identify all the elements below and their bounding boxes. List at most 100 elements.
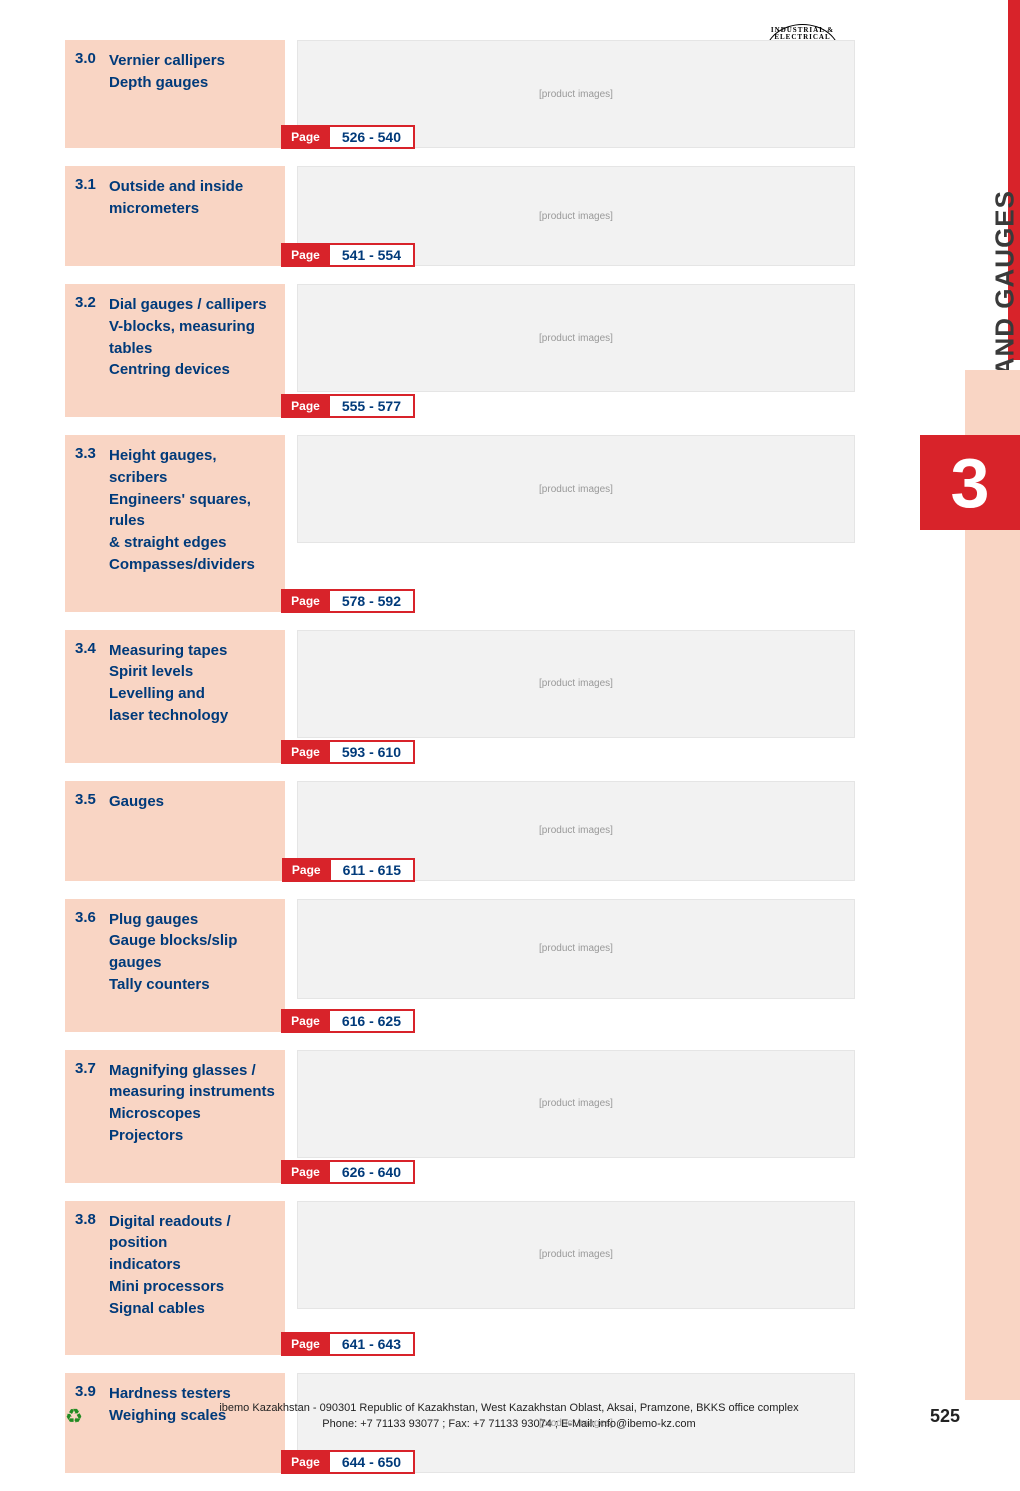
section-title-line: & straight edges <box>109 532 277 554</box>
section-title-line: Gauges <box>109 791 277 813</box>
product-image-placeholder: [product images] <box>297 1050 855 1158</box>
section-title-line: Levelling and <box>109 683 277 705</box>
section-label-inner: 3.4Measuring tapesSpirit levelsLevelling… <box>75 640 277 727</box>
page-badge-range: 611 - 615 <box>331 858 415 882</box>
page-range-badge: Page555 - 577 <box>281 394 415 418</box>
section-title-line: Compasses/dividers <box>109 554 277 576</box>
section-label-inner: 3.5Gauges <box>75 791 277 813</box>
section-label: 3.0Vernier callipersDepth gaugesPage526 … <box>65 40 285 148</box>
section-row: 3.5GaugesPage611 - 615[product images] <box>65 781 855 881</box>
section-title-line: Outside and inside <box>109 176 277 198</box>
section-title-lines: Height gauges, scribersEngineers' square… <box>109 445 277 576</box>
page-range-badge: Page541 - 554 <box>281 243 415 267</box>
section-row: 3.4Measuring tapesSpirit levelsLevelling… <box>65 630 855 763</box>
section-title-line: Microscopes <box>109 1103 277 1125</box>
page-badge-label: Page <box>281 394 330 418</box>
section-title-lines: Outside and insidemicrometers <box>109 176 277 220</box>
section-row: 3.8Digital readouts / positionindicators… <box>65 1201 855 1356</box>
section-number: 3.5 <box>75 791 109 808</box>
page-range-badge: Page644 - 650 <box>281 1450 415 1474</box>
page-range-badge: Page578 - 592 <box>281 589 415 613</box>
section-label: 3.6Plug gaugesGauge blocks/slip gaugesTa… <box>65 899 285 1032</box>
page-badge-range: 541 - 554 <box>330 243 415 267</box>
section-title-line: V-blocks, measuring tables <box>109 316 277 360</box>
section-title-line: Mini processors <box>109 1276 277 1298</box>
section-number: 3.1 <box>75 176 109 193</box>
section-title-line: Tally counters <box>109 974 277 996</box>
section-row: 3.3Height gauges, scribersEngineers' squ… <box>65 435 855 612</box>
section-title-line: laser technology <box>109 705 277 727</box>
section-row: 3.2Dial gauges / callipersV-blocks, meas… <box>65 284 855 417</box>
section-row: 3.1Outside and insidemicrometersPage541 … <box>65 166 855 266</box>
section-title-line: Signal cables <box>109 1298 277 1320</box>
section-title-line: Gauge blocks/slip gauges <box>109 930 277 974</box>
section-title-line: Centring devices <box>109 359 277 381</box>
section-label: 3.5GaugesPage611 - 615 <box>65 781 285 881</box>
section-title-lines: Magnifying glasses /measuring instrument… <box>109 1060 277 1147</box>
page-badge-label: Page <box>281 1160 330 1184</box>
catalog-page: INDUSTRIAL & ELECTRICAL EQUIP. ibemo ═══… <box>0 0 1020 1442</box>
page-footer: ♻ ibemo Kazakhstan - 090301 Republic of … <box>60 1401 960 1432</box>
page-badge-label: Page <box>281 125 330 149</box>
section-label: 3.4Measuring tapesSpirit levelsLevelling… <box>65 630 285 763</box>
section-label-inner: 3.6Plug gaugesGauge blocks/slip gaugesTa… <box>75 909 277 996</box>
page-badge-label: Page <box>281 740 330 764</box>
section-number: 3.3 <box>75 445 109 462</box>
page-badge-range: 644 - 650 <box>330 1450 415 1474</box>
section-label: 3.7Magnifying glasses /measuring instrum… <box>65 1050 285 1183</box>
section-number: 3.7 <box>75 1060 109 1077</box>
section-title-line: Spirit levels <box>109 661 277 683</box>
section-title-line: micrometers <box>109 198 277 220</box>
section-title-line: measuring instruments <box>109 1081 277 1103</box>
page-badge-range: 578 - 592 <box>330 589 415 613</box>
page-range-badge: Page611 - 615 <box>282 858 415 882</box>
page-range-badge: Page526 - 540 <box>281 125 415 149</box>
section-title-lines: Vernier callipersDepth gauges <box>109 50 277 94</box>
section-title-line: Engineers' squares, rules <box>109 489 277 533</box>
sections-container: 3.0Vernier callipersDepth gauges Page526 … <box>65 40 855 1491</box>
section-title-line: Magnifying glasses / <box>109 1060 277 1082</box>
section-label: 3.2Dial gauges / callipersV-blocks, meas… <box>65 284 285 417</box>
page-badge-label: Page <box>282 858 331 882</box>
section-number: 3.0 <box>75 50 109 67</box>
section-title-line: Projectors <box>109 1125 277 1147</box>
section-title-line: Vernier callipers <box>109 50 277 72</box>
section-title-line: Digital readouts / position <box>109 1211 277 1255</box>
page-range-badge: Page641 - 643 <box>281 1332 415 1356</box>
page-range-badge: Page626 - 640 <box>281 1160 415 1184</box>
page-badge-range: 626 - 640 <box>330 1160 415 1184</box>
section-number: 3.9 <box>75 1383 109 1400</box>
page-badge-label: Page <box>281 1009 330 1033</box>
section-title-lines: Measuring tapesSpirit levelsLevelling an… <box>109 640 277 727</box>
section-label-inner: 3.1Outside and insidemicrometers <box>75 176 277 220</box>
section-row: 3.0Vernier callipersDepth gauges Page526 … <box>65 40 855 148</box>
section-number: 3.4 <box>75 640 109 657</box>
page-range-badge: Page616 - 625 <box>281 1009 415 1033</box>
section-label-inner: 3.2Dial gauges / callipersV-blocks, meas… <box>75 294 277 381</box>
page-badge-range: 641 - 643 <box>330 1332 415 1356</box>
section-label: 3.8Digital readouts / positionindicators… <box>65 1201 285 1356</box>
section-title-line: Depth gauges <box>109 72 277 94</box>
product-image-placeholder: [product images] <box>297 630 855 738</box>
section-title-line: Height gauges, scribers <box>109 445 277 489</box>
footer-line1: ibemo Kazakhstan - 090301 Republic of Ka… <box>108 1401 910 1416</box>
section-row: 3.7Magnifying glasses /measuring instrum… <box>65 1050 855 1183</box>
footer-text: ibemo Kazakhstan - 090301 Republic of Ka… <box>108 1401 910 1432</box>
section-title-lines: Digital readouts / positionindicatorsMin… <box>109 1211 277 1320</box>
recycle-icon: ♻ <box>60 1403 88 1431</box>
product-image-placeholder: [product images] <box>297 435 855 543</box>
page-badge-range: 555 - 577 <box>330 394 415 418</box>
section-label-inner: 3.3Height gauges, scribersEngineers' squ… <box>75 445 277 576</box>
section-label-inner: 3.8Digital readouts / positionindicators… <box>75 1211 277 1320</box>
section-title-line: Dial gauges / callipers <box>109 294 277 316</box>
section-number: 3.8 <box>75 1211 109 1228</box>
footer-page-number: 525 <box>930 1406 960 1427</box>
section-row: 3.6Plug gaugesGauge blocks/slip gaugesTa… <box>65 899 855 1032</box>
section-number: 3.6 <box>75 909 109 926</box>
section-label: 3.3Height gauges, scribersEngineers' squ… <box>65 435 285 612</box>
section-number: 3.2 <box>75 294 109 311</box>
side-tab: MEASURING TOOLS AND GAUGES 3 <box>850 0 1020 1442</box>
page-range-badge: Page593 - 610 <box>281 740 415 764</box>
section-title-lines: Dial gauges / callipersV-blocks, measuri… <box>109 294 277 381</box>
section-label: 3.1Outside and insidemicrometersPage541 … <box>65 166 285 266</box>
